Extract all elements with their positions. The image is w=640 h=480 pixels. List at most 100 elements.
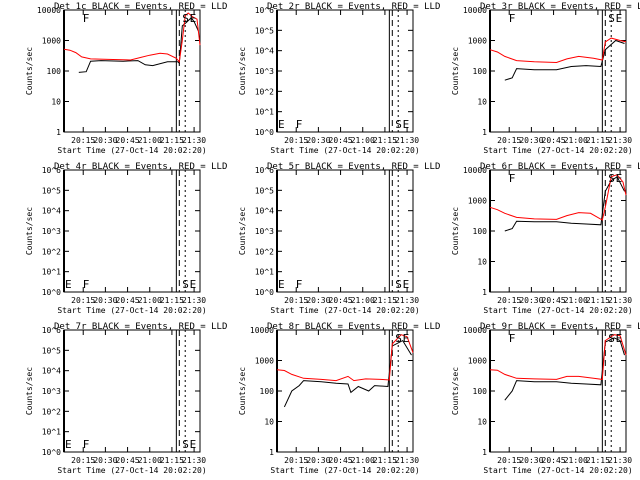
y-tick-label: 10000 <box>37 6 61 15</box>
y-tick-label: 10^3 <box>255 67 274 76</box>
x-tick-label: 21:15 <box>160 136 184 145</box>
x-tick-label: 20:15 <box>284 456 308 465</box>
y-tick-label: 10^4 <box>255 47 274 56</box>
marker-S: S <box>182 438 189 451</box>
marker-S: S <box>182 278 189 291</box>
x-tick-label: 21:15 <box>586 136 610 145</box>
x-tick-label: 21:00 <box>138 136 162 145</box>
x-tick-label: 20:45 <box>116 456 140 465</box>
y-tick-label: 10^6 <box>42 326 61 335</box>
x-tick-label: 21:30 <box>395 296 419 305</box>
y-tick-label: 10^5 <box>42 346 61 355</box>
y-tick-label: 10^3 <box>42 227 61 236</box>
y-tick-label: 100 <box>473 67 488 76</box>
y-tick-label: 10^6 <box>42 166 61 175</box>
y-tick-label: 100 <box>47 67 62 76</box>
x-tick-label: 20:45 <box>542 456 566 465</box>
marker-F: F <box>83 12 90 25</box>
y-tick-label: 10^0 <box>42 288 61 297</box>
x-tick-label: 21:00 <box>351 136 375 145</box>
y-tick-label: 10^2 <box>42 247 61 256</box>
panel-5: Det 5r BLACK = Events, RED = LLD 10^0 10^1… <box>238 162 440 315</box>
panel-7: Det 7r BLACK = Events, RED = LLD 10^0 10^1… <box>25 322 227 475</box>
x-tick-label: 21:15 <box>586 456 610 465</box>
y-tick-label: 1000 <box>468 37 487 46</box>
marker-F: F <box>509 12 516 25</box>
y-tick-label: 10 <box>264 418 274 427</box>
x-axis-label: Start Time (27-Oct-14 20:02:20) <box>483 306 632 315</box>
y-tick-label: 1000 <box>255 357 274 366</box>
y-tick-label: 1 <box>482 128 487 137</box>
marker-E: E <box>616 332 623 345</box>
x-tick-label: 20:45 <box>542 296 566 305</box>
marker-F: F <box>509 332 516 345</box>
marker-E: E <box>403 332 410 345</box>
y-tick-label: 10 <box>477 98 487 107</box>
marker-E: E <box>190 278 197 291</box>
x-tick-label: 20:45 <box>329 136 353 145</box>
y-axis-label: Counts/sec <box>451 47 460 95</box>
y-tick-label: 10^5 <box>255 186 274 195</box>
x-tick-label: 21:15 <box>373 136 397 145</box>
y-tick-label: 10^0 <box>255 128 274 137</box>
y-tick-label: 1 <box>482 288 487 297</box>
marker-E: E <box>65 278 72 291</box>
x-tick-label: 20:30 <box>306 296 330 305</box>
panel-title: Det 9r BLACK = Events, RED = LLD <box>480 322 640 332</box>
y-tick-label: 10^6 <box>255 166 274 175</box>
marker-E: E <box>403 278 410 291</box>
x-axis-label: Start Time (27-Oct-14 20:02:20) <box>270 466 419 475</box>
series-events <box>504 337 625 401</box>
y-axis-label: Counts/sec <box>238 207 247 255</box>
x-tick-label: 21:00 <box>351 456 375 465</box>
panel-2: Det 2r BLACK = Events, RED = LLD 10^0 10^1… <box>238 2 440 155</box>
marker-E: E <box>278 118 285 131</box>
marker-F: F <box>83 438 90 451</box>
x-tick-label: 20:15 <box>71 136 95 145</box>
y-tick-label: 10000 <box>463 326 487 335</box>
series-events <box>504 176 625 232</box>
y-tick-label: 10000 <box>463 6 487 15</box>
x-tick-label: 21:00 <box>351 296 375 305</box>
x-axis-label: Start Time (27-Oct-14 20:02:20) <box>270 146 419 155</box>
panel-9: Det 9r BLACK = Events, RED = LLD 1 10 100 10… <box>451 322 640 475</box>
y-tick-label: 1 <box>482 448 487 457</box>
y-tick-label: 10^0 <box>42 448 61 457</box>
y-tick-label: 10^2 <box>42 407 61 416</box>
x-axis-label: Start Time (27-Oct-14 20:02:20) <box>483 466 632 475</box>
y-tick-label: 10^4 <box>255 207 274 216</box>
series-lld <box>489 174 627 221</box>
y-tick-label: 10^0 <box>255 288 274 297</box>
x-tick-label: 20:30 <box>519 296 543 305</box>
x-tick-label: 21:15 <box>586 296 610 305</box>
y-tick-label: 10^3 <box>42 387 61 396</box>
y-tick-label: 1000 <box>468 357 487 366</box>
x-tick-label: 21:30 <box>395 456 419 465</box>
x-tick-label: 21:00 <box>564 136 588 145</box>
y-axis-label: Counts/sec <box>451 207 460 255</box>
y-axis-label: Counts/sec <box>451 367 460 415</box>
x-tick-label: 20:45 <box>329 296 353 305</box>
x-tick-label: 21:30 <box>608 136 632 145</box>
series-lld <box>276 334 414 382</box>
marker-S: S <box>608 332 615 345</box>
x-tick-label: 21:30 <box>182 296 206 305</box>
marker-S: S <box>395 278 402 291</box>
x-tick-label: 21:00 <box>564 456 588 465</box>
marker-F: F <box>83 278 90 291</box>
marker-E: E <box>403 118 410 131</box>
y-tick-label: 1 <box>56 128 61 137</box>
x-tick-label: 21:30 <box>395 136 419 145</box>
y-tick-label: 10^5 <box>42 186 61 195</box>
x-tick-label: 21:15 <box>373 296 397 305</box>
x-tick-label: 20:30 <box>93 456 117 465</box>
x-tick-label: 20:30 <box>306 456 330 465</box>
panel-8: Det 8r BLACK = Events, RED = LLD 1 10 100 10… <box>238 322 440 475</box>
marker-E: E <box>616 12 623 25</box>
y-tick-label: 10^5 <box>255 26 274 35</box>
y-tick-label: 1000 <box>468 197 487 206</box>
y-tick-label: 10^2 <box>255 87 274 96</box>
y-tick-label: 10^2 <box>255 247 274 256</box>
x-tick-label: 20:30 <box>519 456 543 465</box>
x-tick-label: 20:45 <box>329 456 353 465</box>
